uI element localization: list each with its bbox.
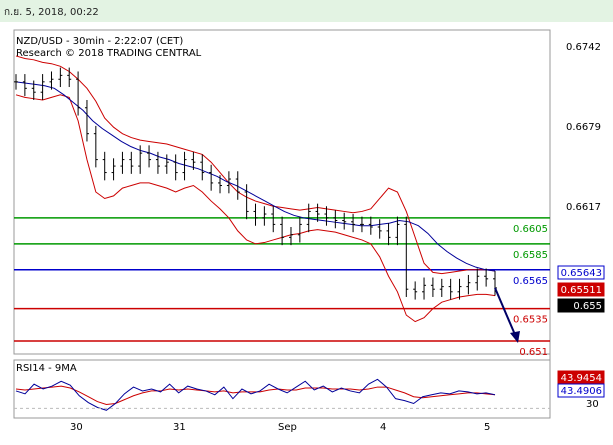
datetime-label: ก.ย. 5, 2018, 00:22 bbox=[4, 7, 99, 18]
bollinger-lower-line bbox=[15, 94, 496, 323]
price-panel-frame bbox=[13, 29, 551, 355]
y-tick-label: 0.6742 bbox=[566, 42, 601, 53]
level-label: 0.6565 bbox=[513, 276, 548, 287]
bollinger-layer bbox=[15, 55, 496, 323]
price-tag: 0.65511 bbox=[561, 285, 602, 296]
price-layer bbox=[14, 67, 520, 344]
rsi-layer: 43.9454 43.4906 bbox=[14, 370, 605, 411]
level-label: 0.6535 bbox=[513, 315, 548, 326]
level-label: 0.651 bbox=[519, 347, 548, 358]
x-tick-label: 31 bbox=[173, 422, 186, 433]
x-tick-label: Sep bbox=[278, 422, 297, 433]
rsi-value-tag: 43.9454 bbox=[561, 373, 602, 384]
rsi-line bbox=[15, 378, 496, 411]
chart-subtitle: Research © 2018 TRADING CENTRAL bbox=[16, 48, 202, 59]
top-status-bar: ก.ย. 5, 2018, 00:22 bbox=[0, 0, 613, 22]
projection-arrow-head bbox=[510, 331, 520, 344]
x-tick-label: 5 bbox=[484, 422, 490, 433]
level-label: 0.6585 bbox=[513, 250, 548, 261]
rsi-title: RSI14 - 9MA bbox=[16, 363, 77, 374]
level-label: 0.6605 bbox=[513, 224, 548, 235]
x-tick-label: 4 bbox=[380, 422, 386, 433]
rsi-value-tag: 43.4906 bbox=[561, 386, 602, 397]
y-tick-label: 0.6679 bbox=[566, 122, 601, 133]
price-tag: 0.655 bbox=[573, 301, 602, 312]
rsi-value-tag-box bbox=[557, 383, 605, 398]
price-tags-layer: 0.65643 0.65511 0.655 bbox=[557, 265, 605, 313]
x-tick-label: 30 bbox=[70, 422, 83, 433]
projection-arrow-line bbox=[494, 287, 517, 338]
price-tag: 0.65643 bbox=[561, 268, 602, 279]
y-tick-label: 0.6617 bbox=[566, 202, 601, 213]
moving-average-line bbox=[15, 81, 496, 272]
chart-title: NZD/USD - 30min - 2:22:07 (CET) bbox=[16, 36, 183, 47]
price-tag-box bbox=[557, 298, 605, 313]
price-tag-box bbox=[557, 282, 605, 297]
bollinger-upper-line bbox=[15, 55, 496, 275]
price-tag-box bbox=[557, 265, 605, 280]
rsi-tick-label: 30 bbox=[586, 399, 599, 410]
